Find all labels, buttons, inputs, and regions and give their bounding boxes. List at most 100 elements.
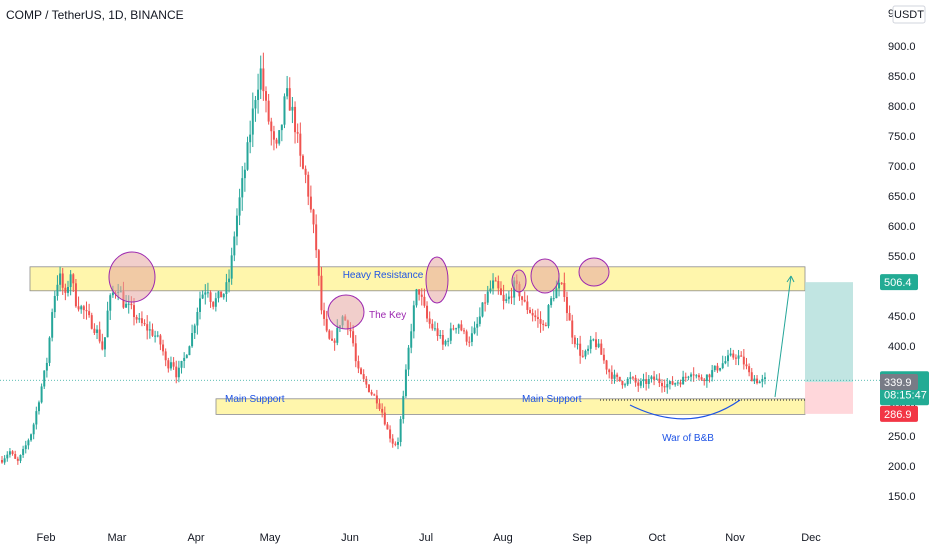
candle-body bbox=[465, 331, 468, 342]
candle-body bbox=[317, 250, 320, 276]
y-tick-label: 650.0 bbox=[888, 191, 916, 203]
candle-body bbox=[164, 351, 167, 361]
candle bbox=[653, 370, 656, 386]
candle-body bbox=[402, 396, 405, 420]
candle bbox=[272, 125, 275, 151]
support-label-right: Main Support bbox=[522, 394, 582, 405]
candle bbox=[697, 373, 700, 381]
candle bbox=[655, 374, 658, 380]
candle-body bbox=[713, 365, 716, 371]
candle-body bbox=[716, 365, 719, 371]
candle bbox=[668, 380, 671, 390]
candle bbox=[684, 372, 687, 382]
candle-body bbox=[212, 301, 215, 307]
candle-body bbox=[109, 295, 112, 311]
candle-body bbox=[241, 178, 244, 198]
candle-body bbox=[222, 294, 225, 298]
candle-body bbox=[423, 296, 426, 306]
candle-body bbox=[756, 378, 759, 384]
candle bbox=[243, 162, 246, 192]
candle bbox=[505, 293, 508, 304]
candle-body bbox=[666, 384, 669, 388]
candle-body bbox=[703, 379, 706, 382]
candle-body bbox=[172, 362, 175, 367]
candle-body bbox=[523, 299, 526, 302]
candle-body bbox=[362, 374, 365, 379]
candle bbox=[621, 380, 624, 389]
candle-body bbox=[159, 335, 162, 345]
candle bbox=[209, 290, 212, 308]
candle-body bbox=[539, 318, 542, 324]
candle-body bbox=[135, 317, 138, 320]
candle-body bbox=[82, 306, 85, 311]
candle-body bbox=[637, 382, 640, 386]
countdown-text: 08:15:47 bbox=[884, 389, 927, 401]
candle-body bbox=[653, 376, 656, 380]
candle-body bbox=[436, 328, 439, 337]
x-tick-label: Sep bbox=[572, 532, 592, 544]
candle bbox=[299, 122, 302, 167]
resistance-label: Heavy Resistance bbox=[343, 270, 424, 281]
candle bbox=[753, 375, 756, 385]
candle bbox=[220, 291, 223, 298]
candle-body bbox=[309, 196, 312, 210]
candle-body bbox=[568, 313, 571, 321]
y-tick-label: 550.0 bbox=[888, 251, 916, 263]
y-tick-label: 150.0 bbox=[888, 491, 916, 503]
price-tag-stop: 286.9 bbox=[880, 405, 918, 422]
candle bbox=[692, 367, 695, 382]
candle-body bbox=[452, 328, 455, 330]
candle-body bbox=[455, 328, 458, 330]
candle-body bbox=[473, 327, 476, 334]
x-tick-label: Jun bbox=[341, 532, 359, 544]
candle-body bbox=[732, 353, 735, 358]
candle bbox=[386, 421, 389, 430]
candle bbox=[222, 293, 225, 300]
candle bbox=[280, 124, 283, 142]
candle bbox=[589, 335, 592, 354]
candle bbox=[367, 384, 370, 393]
price-tag-entry: 339.9 bbox=[880, 374, 918, 391]
candle bbox=[317, 248, 320, 286]
candle-body bbox=[579, 343, 582, 356]
candle bbox=[402, 390, 405, 424]
candle bbox=[320, 266, 323, 315]
candle-body bbox=[592, 339, 595, 341]
candle-body bbox=[230, 255, 233, 279]
candle-body bbox=[507, 296, 510, 300]
candle-body bbox=[296, 132, 299, 134]
candle bbox=[325, 310, 328, 333]
candle-body bbox=[154, 335, 157, 337]
x-tick-label: May bbox=[260, 532, 281, 544]
candle bbox=[465, 329, 468, 346]
candle bbox=[40, 383, 43, 404]
candle-body bbox=[412, 305, 415, 332]
candle bbox=[109, 293, 112, 320]
candle-body bbox=[447, 340, 450, 342]
candle bbox=[64, 283, 67, 301]
candle-body bbox=[323, 310, 326, 319]
candle-body bbox=[331, 338, 333, 341]
candle-body bbox=[193, 325, 196, 334]
candle-body bbox=[169, 362, 172, 369]
candle bbox=[328, 329, 331, 340]
candle bbox=[397, 437, 399, 450]
candle-body bbox=[59, 273, 62, 285]
candle bbox=[399, 416, 402, 447]
candle-body bbox=[48, 337, 51, 363]
candle bbox=[56, 275, 59, 301]
candle-body bbox=[80, 306, 83, 310]
candle-body bbox=[544, 324, 547, 327]
candle-body bbox=[8, 451, 11, 455]
candle bbox=[526, 295, 529, 315]
candle-body bbox=[138, 318, 141, 320]
candle-body bbox=[668, 381, 671, 385]
candle bbox=[188, 345, 191, 356]
candle-body bbox=[320, 275, 323, 311]
candle bbox=[626, 377, 629, 387]
candle bbox=[637, 378, 640, 392]
candle-body bbox=[349, 329, 352, 332]
candle-body bbox=[280, 124, 283, 131]
